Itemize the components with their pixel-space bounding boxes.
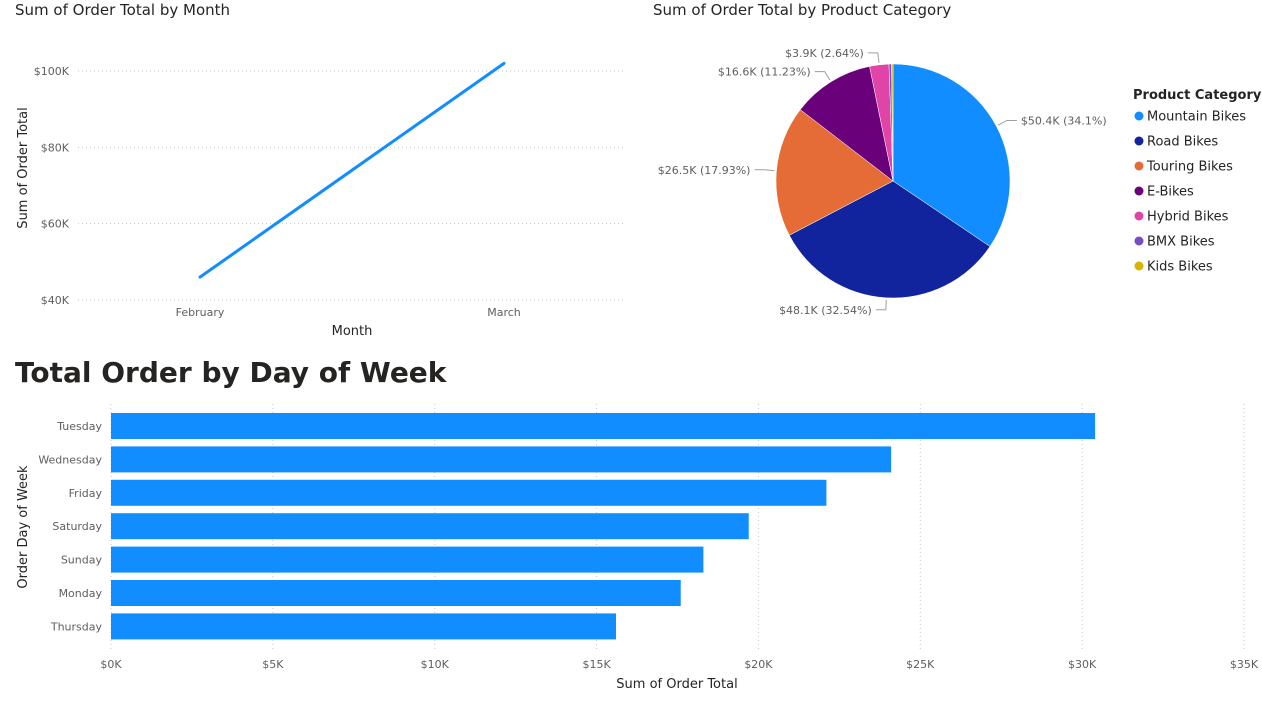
bar-x-tick-label: $35K (1230, 658, 1259, 671)
pie-leader-line (814, 71, 831, 81)
legend-title: Product Category (1133, 88, 1262, 103)
bar-x-tick-label: $0K (100, 658, 122, 671)
pie-chart-title: Sum of Order Total by Product Category (653, 1, 951, 19)
pie-leader-line (875, 299, 887, 311)
bar-chart-title: Total Order by Day of Week (15, 356, 448, 389)
bar-thursday[interactable] (111, 613, 616, 640)
legend-label: Road Bikes (1147, 135, 1218, 150)
bar-x-tick-label: $5K (262, 658, 284, 671)
legend-label: BMX Bikes (1147, 235, 1215, 250)
pie-leader-line (754, 169, 775, 172)
bar-category-label: Tuesday (56, 420, 102, 433)
legend-marker (1134, 211, 1144, 221)
pie-leader-line (997, 119, 1017, 126)
bar-sunday[interactable] (111, 546, 704, 573)
bar-y-axis-label: Order Day of Week (16, 465, 31, 589)
legend-label: Hybrid Bikes (1147, 210, 1229, 225)
legend-label: Kids Bikes (1147, 260, 1213, 275)
line-chart-month[interactable]: Sum of Order Total by Month $40K $60K $80K… (15, 1, 625, 339)
pie-slice-road-bikes[interactable] (788, 180, 991, 299)
bar-x-axis-label: Sum of Order Total (616, 677, 737, 692)
bar-wednesday[interactable] (111, 446, 892, 473)
bar-category-label: Monday (59, 587, 103, 600)
line-y-tick-label: $40K (41, 294, 70, 307)
pie-chart-category[interactable]: Sum of Order Total by Product Category $… (653, 1, 1262, 317)
pie-data-label: $48.1K (32.54%) (779, 304, 872, 317)
pie-data-label: $16.6K (11.23%) (718, 66, 811, 79)
bar-tuesday[interactable] (111, 413, 1096, 439)
line-y-tick-label: $60K (41, 218, 70, 231)
legend-label: Mountain Bikes (1147, 110, 1246, 125)
bar-category-label: Thursday (50, 620, 103, 633)
legend-label: E-Bikes (1147, 185, 1194, 200)
pie-slice-mountain-bikes[interactable] (892, 63, 1011, 247)
line-x-axis-label: Month (332, 324, 373, 339)
bar-chart-day-of-week[interactable]: Total Order by Day of Week $0K $5K $10K $15… (15, 356, 1259, 692)
line-series-path[interactable] (198, 61, 506, 279)
pie-leader-line (867, 52, 880, 63)
bar-x-tick-label: $10K (421, 658, 450, 671)
bar-category-label: Friday (69, 487, 103, 500)
pie-data-label: $50.4K (34.1%) (1021, 114, 1107, 127)
bar-x-tick-label: $20K (744, 658, 773, 671)
bar-x-tick-label: $25K (906, 658, 935, 671)
bar-category-label: Wednesday (38, 453, 102, 466)
bar-category-label: Saturday (52, 520, 102, 533)
bar-friday[interactable] (111, 479, 827, 506)
bar-category-label: Sunday (61, 554, 103, 567)
pie-slice-e-bikes[interactable] (799, 66, 894, 182)
legend-marker (1134, 186, 1144, 196)
pie-slice-touring-bikes[interactable] (775, 109, 894, 236)
legend-marker (1134, 161, 1144, 171)
legend-item-bmx-bikes[interactable]: BMX Bikes (1134, 235, 1215, 250)
legend-marker (1134, 136, 1144, 146)
legend-item-road-bikes[interactable]: Road Bikes (1134, 135, 1219, 150)
legend-item-kids-bikes[interactable]: Kids Bikes (1134, 260, 1213, 275)
line-x-tick-label: March (487, 306, 521, 319)
line-x-tick-label: February (176, 306, 225, 319)
pie-data-label: $26.5K (17.93%) (658, 164, 751, 177)
bar-x-tick-label: $30K (1068, 658, 1097, 671)
legend-marker (1134, 236, 1144, 246)
pie-slice-kids-bikes[interactable] (891, 63, 894, 182)
line-chart-title: Sum of Order Total by Month (15, 1, 230, 19)
bar-x-tick-label: $15K (582, 658, 611, 671)
line-y-axis-label: Sum of Order Total (16, 107, 31, 228)
pie-data-label: $3.9K (2.64%) (785, 47, 864, 60)
legend-label: Touring Bikes (1146, 160, 1233, 175)
legend-item-touring-bikes[interactable]: Touring Bikes (1134, 160, 1234, 175)
legend-item-hybrid-bikes[interactable]: Hybrid Bikes (1134, 210, 1229, 225)
line-y-tick-label: $100K (34, 65, 70, 78)
legend-item-e-bikes[interactable]: E-Bikes (1134, 185, 1195, 200)
bar-monday[interactable] (111, 580, 681, 606)
line-y-tick-label: $80K (41, 141, 70, 154)
legend-marker (1134, 111, 1144, 121)
bar-saturday[interactable] (111, 513, 749, 540)
legend-item-mountain-bikes[interactable]: Mountain Bikes (1134, 110, 1247, 125)
legend-marker (1134, 261, 1144, 271)
